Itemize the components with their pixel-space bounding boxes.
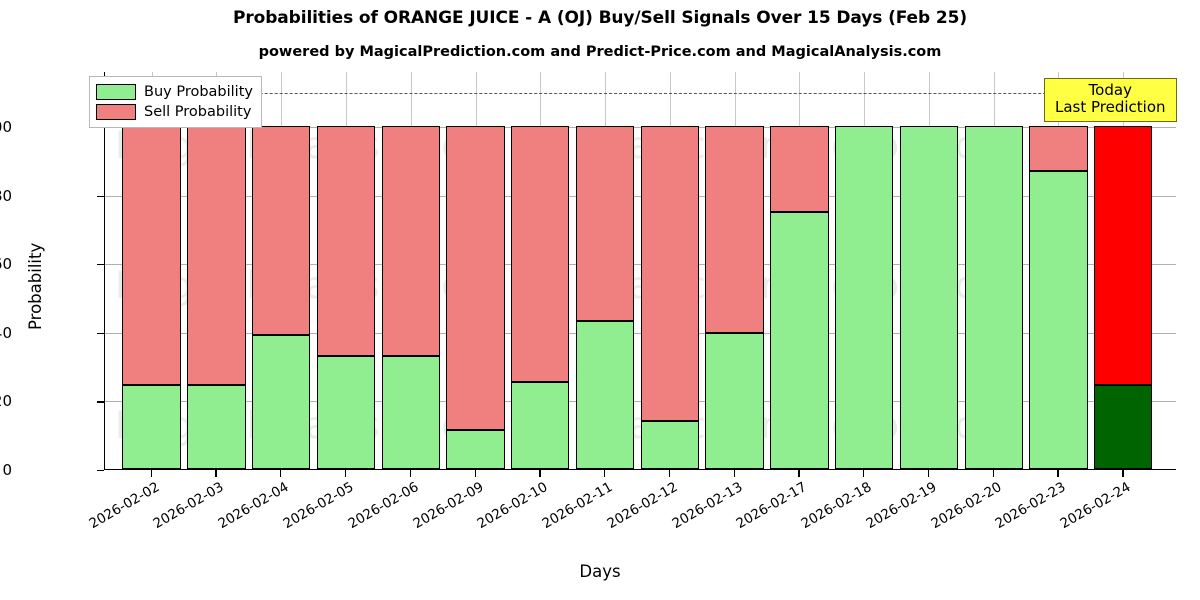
bar-2026-02-04[interactable] — [252, 71, 311, 469]
bar-segment-buy[interactable] — [511, 381, 570, 469]
x-axis-tick-mark — [215, 470, 217, 477]
bar-segment-buy[interactable] — [187, 384, 246, 469]
legend-item-label: Sell Probability — [144, 104, 252, 120]
y-axis-tick-label: 60 — [0, 255, 12, 274]
gridline — [105, 126, 1176, 128]
bars-layer — [105, 72, 1176, 469]
x-axis-tick-mark — [733, 470, 735, 477]
y-axis-tick-mark — [97, 470, 104, 472]
y-axis-tick-label: 0 — [2, 461, 12, 479]
bar-2026-02-23[interactable] — [1029, 71, 1088, 469]
bar-2026-02-12[interactable] — [640, 71, 699, 469]
bar-segment-buy[interactable] — [705, 333, 764, 469]
x-axis-tick-mark — [668, 470, 671, 477]
x-axis-tick-mark — [1057, 470, 1059, 477]
bar-segment-sell[interactable] — [511, 125, 570, 382]
chart-title: Probabilities of ORANGE JUICE - A (OJ) B… — [232, 8, 968, 28]
bar-2026-02-20[interactable] — [964, 71, 1023, 469]
plot-area: MagicalAnalysis.com MagicalPrediction.co… — [104, 72, 1176, 470]
bar-2026-02-03[interactable] — [187, 71, 246, 469]
bar-2026-02-24[interactable] — [1094, 71, 1153, 469]
y-axis-tick-mark — [97, 264, 104, 266]
bar-segment-buy[interactable] — [316, 355, 376, 469]
bar-2026-02-18[interactable] — [834, 71, 894, 469]
bar-segment-sell[interactable] — [1094, 125, 1153, 385]
gridline — [105, 264, 1176, 266]
y-axis-tick-mark — [97, 401, 104, 403]
today-annotation-line2: Last Prediction — [1055, 97, 1166, 116]
bar-2026-02-10[interactable] — [511, 71, 570, 469]
x-axis-tick-mark — [539, 470, 541, 477]
bar-segment-buy[interactable] — [122, 384, 181, 469]
x-axis-tick-mark — [1122, 470, 1124, 477]
plot-inner: MagicalAnalysis.com MagicalPrediction.co… — [105, 72, 1176, 469]
bar-segment-sell[interactable] — [316, 125, 376, 356]
bar-2026-02-02[interactable] — [122, 71, 181, 469]
x-axis-title: Days — [579, 562, 621, 581]
bar-segment-buy[interactable] — [446, 429, 505, 469]
bar-segment-buy[interactable] — [1029, 170, 1088, 469]
y-axis-tick-label: 40 — [0, 323, 12, 342]
bar-2026-02-09[interactable] — [446, 71, 505, 469]
gridline — [105, 401, 1176, 403]
legend-swatch-icon — [96, 104, 136, 120]
x-axis-tick-mark — [280, 470, 282, 477]
x-axis-tick-mark — [798, 470, 800, 477]
y-axis-tick-mark — [97, 332, 104, 335]
bar-2026-02-06[interactable] — [381, 71, 440, 469]
bar-segment-buy[interactable] — [770, 211, 829, 469]
bar-2026-02-19[interactable] — [899, 71, 959, 469]
bar-segment-buy[interactable] — [1094, 384, 1153, 469]
bar-segment-buy[interactable] — [381, 355, 440, 469]
bar-segment-sell[interactable] — [1029, 125, 1088, 171]
bar-segment-sell[interactable] — [446, 125, 505, 430]
bar-segment-sell[interactable] — [122, 125, 181, 385]
bar-segment-sell[interactable] — [252, 125, 311, 336]
bar-segment-buy[interactable] — [964, 125, 1023, 469]
legend-item-label: Buy Probability — [144, 84, 253, 100]
x-axis-tick-mark — [927, 470, 930, 477]
bar-segment-buy[interactable] — [834, 125, 894, 469]
y-axis-tick-label: 80 — [0, 186, 12, 205]
y-axis-title: Probability — [26, 242, 45, 330]
bar-2026-02-05[interactable] — [316, 71, 376, 469]
chart-subtitle: powered by MagicalPrediction.com and Pre… — [258, 44, 942, 60]
bar-segment-sell[interactable] — [575, 125, 635, 322]
x-axis-tick-mark — [344, 470, 347, 477]
bar-segment-buy[interactable] — [252, 335, 311, 469]
legend-swatch-icon — [96, 84, 136, 100]
legend-item-sell[interactable]: Sell Probability — [96, 102, 253, 122]
bar-segment-sell[interactable] — [770, 125, 829, 212]
bar-2026-02-13[interactable] — [705, 71, 764, 469]
x-axis-tick-mark — [409, 470, 412, 477]
legend-item-buy[interactable]: Buy Probability — [96, 82, 253, 102]
x-axis-tick-mark — [474, 470, 476, 477]
y-axis-tick-label: 100 — [0, 117, 12, 136]
bar-2026-02-17[interactable] — [770, 71, 829, 469]
bar-segment-buy[interactable] — [640, 420, 699, 469]
x-axis-tick-mark — [992, 470, 994, 477]
bar-segment-sell[interactable] — [705, 125, 764, 334]
bar-segment-buy[interactable] — [575, 321, 635, 469]
reference-line-dashed — [105, 92, 1176, 94]
gridline — [105, 195, 1176, 197]
bar-segment-sell[interactable] — [381, 125, 440, 356]
gridline — [105, 332, 1176, 334]
bar-2026-02-11[interactable] — [575, 71, 635, 469]
x-axis-tick-mark — [150, 470, 152, 477]
x-axis-tick-mark — [863, 470, 865, 477]
today-annotation: Today Last Prediction — [1044, 78, 1177, 122]
x-axis-tick-mark — [604, 470, 606, 477]
y-axis-tick-label: 20 — [0, 392, 12, 411]
today-annotation-line1: Today — [1088, 81, 1132, 99]
chart-legend: Buy Probability Sell Probability — [89, 76, 262, 128]
y-axis-tick-mark — [97, 195, 104, 197]
bar-segment-sell[interactable] — [640, 125, 699, 421]
bar-segment-sell[interactable] — [187, 125, 246, 385]
bar-segment-buy[interactable] — [899, 125, 959, 469]
